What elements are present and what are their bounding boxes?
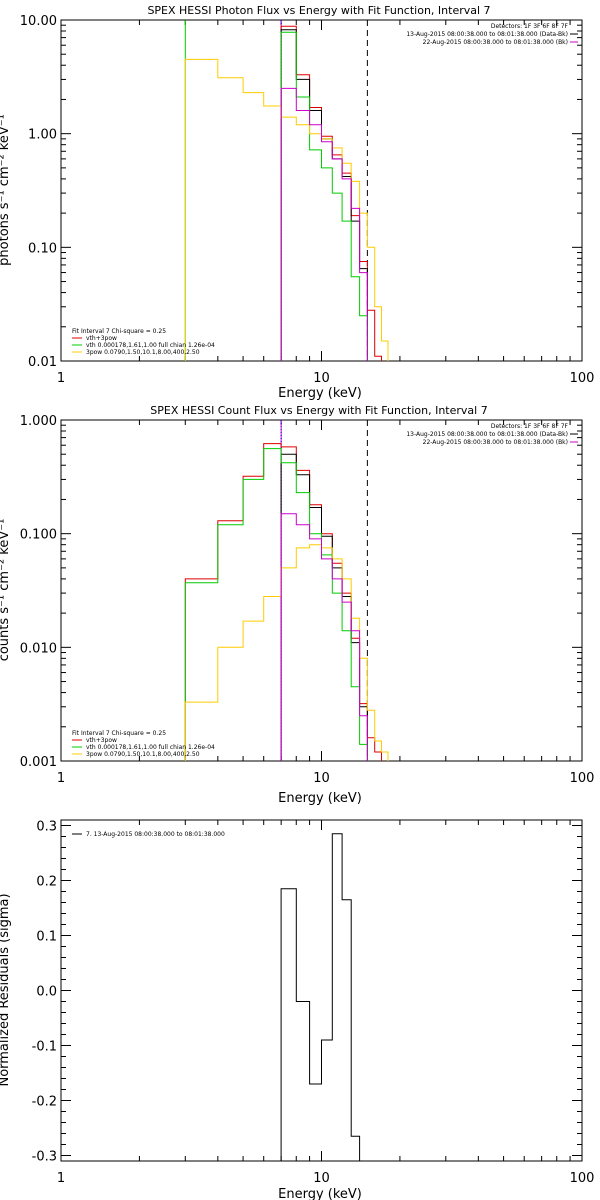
- count-series-4: [280, 513, 368, 761]
- photon-info-line: 22-Aug-2015 08:00:38.000 to 08:01:38.000…: [423, 39, 568, 46]
- count-info-line: Detectors: 1F 3F 6F 8F 7F: [491, 423, 569, 430]
- photon-plot-frame: [60, 19, 583, 362]
- photon-xtick-label: 100: [570, 371, 595, 386]
- residuals-panel: Energy (keV) Normalized Residuals (sigma…: [0, 819, 595, 1200]
- photon-info-line: 13-Aug-2015 08:00:38.000 to 08:01:38.000…: [406, 31, 568, 38]
- count-ytick-label: 1.000: [20, 414, 57, 429]
- photon-series-3: [184, 58, 389, 361]
- photon-legend-label: vth 0.000178,1.61,1.00 full chian 1.26e-…: [86, 342, 215, 349]
- resid-ytick-label: -0.3: [32, 1150, 57, 1165]
- count-ytick-label: 0.010: [20, 641, 57, 656]
- photon-ylabel: photons s⁻¹ cm⁻² keV⁻¹: [0, 114, 12, 266]
- count-series-2: [184, 448, 368, 761]
- count-series-3: [184, 544, 389, 761]
- count-info-line: 13-Aug-2015 08:00:38.000 to 08:01:38.000…: [406, 431, 568, 438]
- resid-legend-entry: 7. 13-Aug-2015 08:00:38.000 to 08:01:38.…: [86, 831, 225, 838]
- count-xtick-label: 10: [313, 771, 330, 786]
- count-legend-title: Fit Interval 7 Chi-square = 0.25: [72, 730, 166, 737]
- photon-xtick-label: 1: [57, 371, 65, 386]
- photon-info-line: Detectors: 1F 3F 6F 8F 7F: [491, 23, 569, 30]
- photon-flux-panel: SPEX HESSI Photon Flux vs Energy with Fi…: [0, 4, 594, 401]
- resid-xtick-label: 1: [57, 1171, 65, 1186]
- count-xtick-label: 1: [57, 771, 65, 786]
- resid-xlabel: Energy (keV): [278, 1187, 362, 1200]
- resid-ylabel: Normalized Residuals (sigma): [0, 893, 12, 1086]
- photon-xlabel: Energy (keV): [278, 386, 362, 401]
- count-xtick-label: 100: [570, 771, 595, 786]
- count-legend-label: 3pow 0.0790,1.50,10.1,8.00,400,2.50: [86, 751, 200, 758]
- resid-ytick-label: -0.1: [32, 1040, 57, 1055]
- photon-series-2: [280, 31, 368, 361]
- photon-xtick-label: 10: [313, 371, 330, 386]
- count-info-line: 22-Aug-2015 08:00:38.000 to 08:01:38.000…: [423, 439, 568, 446]
- count-legend-label: vth 0.000178,1.61,1.00 full chian 1.26e-…: [86, 744, 215, 751]
- photon-series-1: [280, 29, 368, 361]
- resid-xtick-label: 10: [313, 1171, 330, 1186]
- resid-xtick-label: 100: [570, 1171, 595, 1186]
- photon-legend-label: vth+3pow: [86, 335, 117, 342]
- resid-ytick-label: -0.2: [32, 1095, 57, 1110]
- count-title: SPEX HESSI Count Flux vs Energy with Fit…: [150, 404, 487, 417]
- photon-legend-title: Fit Interval 7 Chi-square = 0.25: [72, 328, 166, 335]
- photon-title: SPEX HESSI Photon Flux vs Energy with Fi…: [147, 4, 490, 17]
- count-legend-label: vth+3pow: [86, 737, 117, 744]
- resid-ytick-label: 0.2: [36, 875, 57, 890]
- count-series-0: [184, 443, 382, 761]
- photon-ytick-label: 0.01: [28, 355, 57, 370]
- count-series-1: [280, 453, 368, 761]
- resid-series-0: [280, 833, 368, 1162]
- photon-legend-label: 3pow 0.0790,1.50,10.1,8.00,400,2.50: [86, 349, 200, 356]
- resid-ytick-label: 0.0: [36, 985, 57, 1000]
- count-ylabel: counts s⁻¹ cm⁻² keV⁻¹: [0, 519, 12, 662]
- count-xlabel: Energy (keV): [278, 791, 362, 806]
- photon-ytick-label: 1.00: [28, 128, 57, 143]
- resid-ytick-label: 0.1: [36, 930, 57, 945]
- count-flux-panel: SPEX HESSI Count Flux vs Energy with Fit…: [0, 404, 594, 806]
- photon-series-4: [280, 87, 368, 361]
- count-ytick-label: 0.001: [20, 755, 57, 770]
- photon-ytick-label: 10.00: [20, 14, 57, 29]
- photon-ytick-label: 0.10: [28, 241, 57, 256]
- resid-plot-frame: [60, 819, 583, 1162]
- count-ytick-label: 0.100: [20, 528, 57, 543]
- resid-ytick-label: 0.3: [36, 820, 57, 835]
- count-plot-frame: [60, 419, 583, 762]
